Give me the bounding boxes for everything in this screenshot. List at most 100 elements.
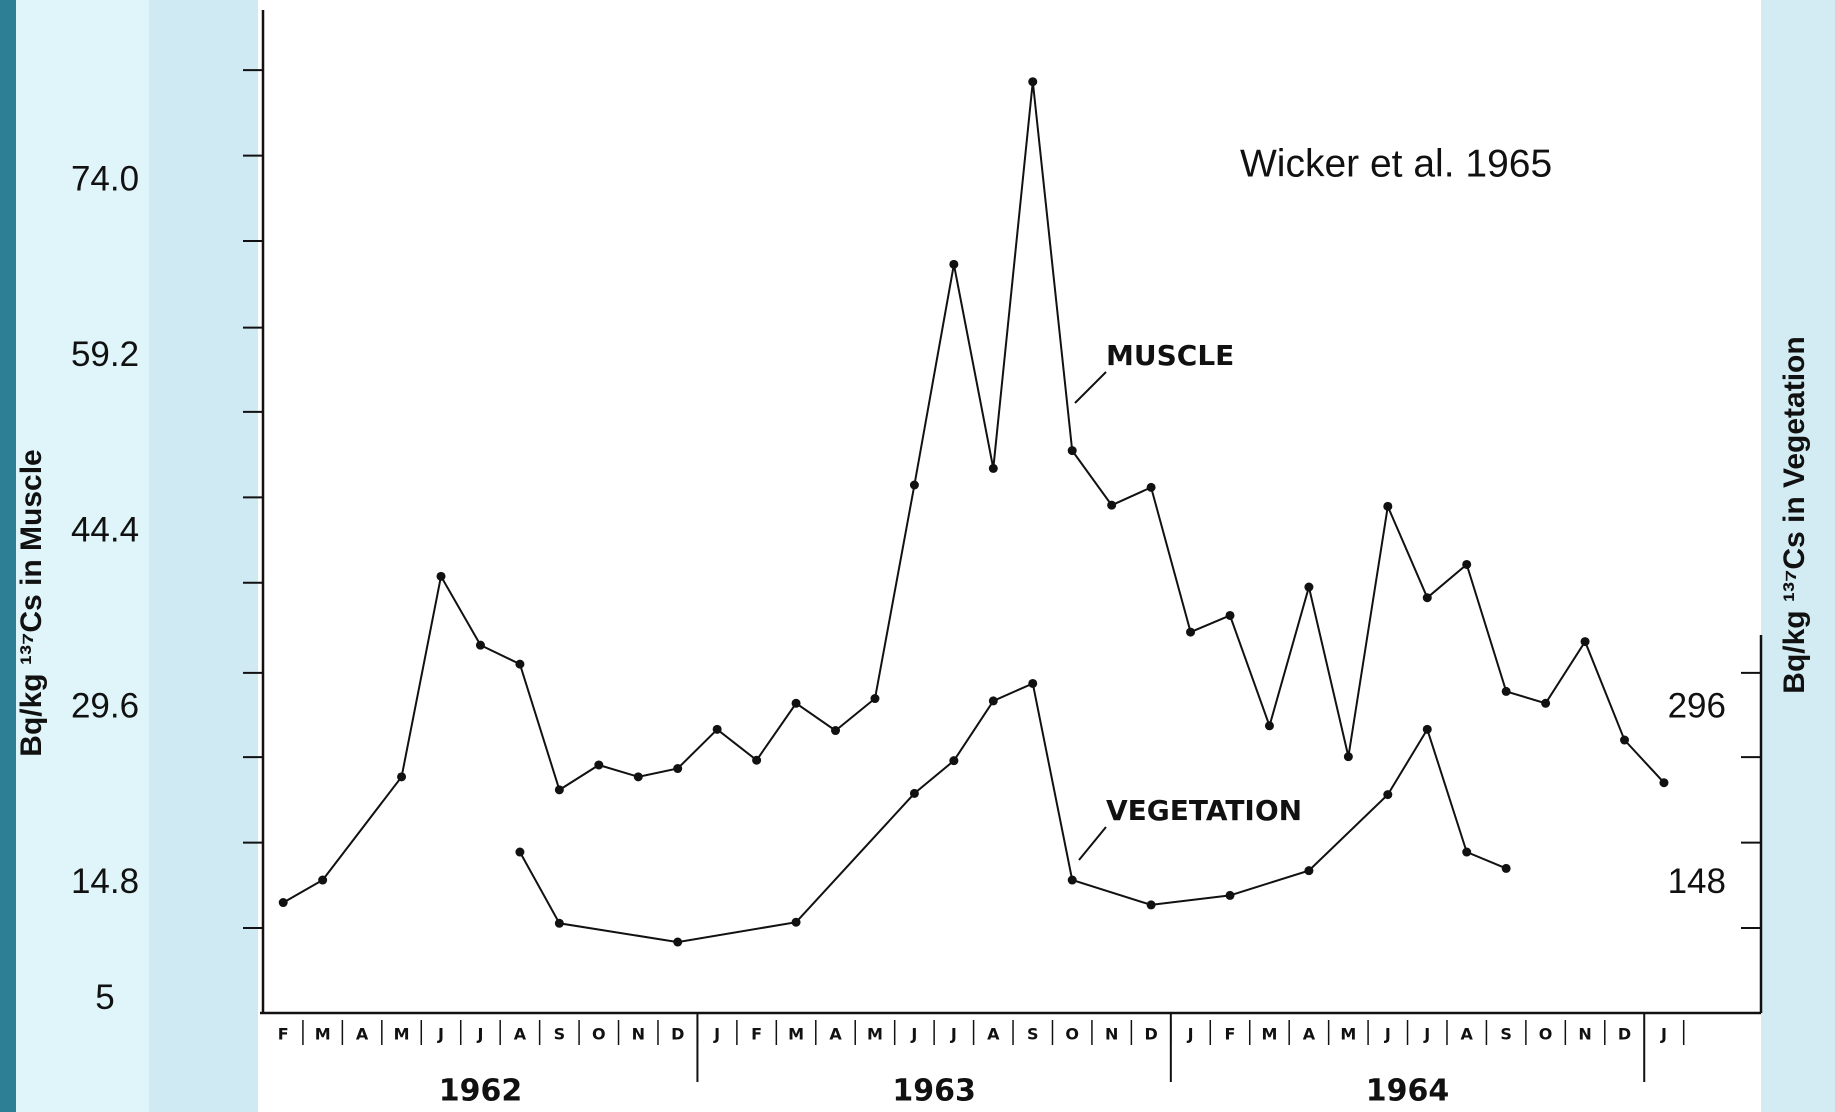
- data-point: [397, 772, 407, 782]
- x-tick-label: F: [278, 1025, 289, 1044]
- data-point: [1304, 582, 1314, 592]
- data-point: [1343, 752, 1353, 762]
- data-point: [870, 694, 880, 704]
- x-tick-label: D: [1144, 1025, 1157, 1044]
- x-tick-label: D: [1618, 1025, 1631, 1044]
- data-point: [1067, 875, 1077, 885]
- data-point: [949, 756, 959, 766]
- x-tick-label: A: [987, 1025, 1000, 1044]
- year-label: 1964: [1366, 1074, 1450, 1109]
- data-point: [515, 659, 525, 669]
- plot-panel: [258, 0, 1761, 1112]
- data-point: [1501, 863, 1511, 873]
- data-point: [1107, 500, 1117, 510]
- x-tick-label: J: [1423, 1025, 1430, 1044]
- x-tick-label: F: [1225, 1025, 1236, 1044]
- leader-line: [1074, 371, 1107, 404]
- vegetation-label: VEGETATION: [1106, 794, 1302, 827]
- x-tick-label: J: [713, 1025, 720, 1044]
- side-stripe: [0, 0, 16, 1112]
- data-point: [1659, 778, 1669, 788]
- x-tick-label: J: [1384, 1025, 1391, 1044]
- data-point: [752, 755, 762, 765]
- x-tick-label: F: [751, 1025, 762, 1044]
- data-point: [1028, 678, 1038, 688]
- data-point: [1304, 866, 1314, 876]
- x-tick-label: J: [1660, 1025, 1667, 1044]
- data-point: [791, 698, 801, 708]
- data-point: [1541, 698, 1551, 708]
- x-tick-label: A: [514, 1025, 527, 1044]
- data-point: [1383, 501, 1393, 511]
- x-tick-label: J: [910, 1025, 917, 1044]
- data-point: [988, 696, 998, 706]
- x-tick-label: J: [437, 1025, 444, 1044]
- x-tick-label: J: [476, 1025, 483, 1044]
- data-point: [1067, 446, 1077, 456]
- data-point: [1225, 890, 1235, 900]
- x-tick-label: M: [315, 1025, 331, 1044]
- data-point: [554, 785, 564, 795]
- x-tick-label: A: [1303, 1025, 1316, 1044]
- data-point: [1422, 724, 1432, 734]
- x-tick-label: D: [671, 1025, 684, 1044]
- data-point: [1422, 593, 1432, 603]
- x-tick-label: J: [1187, 1025, 1194, 1044]
- x-tick-label: J: [950, 1025, 957, 1044]
- muscle-label: MUSCLE: [1106, 339, 1234, 372]
- data-point: [633, 772, 643, 782]
- data-point: [278, 898, 288, 908]
- x-tick-label: M: [1262, 1025, 1278, 1044]
- x-tick-label: O: [1065, 1025, 1079, 1044]
- data-point: [791, 917, 801, 927]
- leader-line: [1078, 826, 1107, 861]
- data-point: [831, 726, 841, 736]
- data-point: [1580, 637, 1590, 647]
- year-label: 1963: [892, 1074, 976, 1109]
- data-point: [673, 764, 683, 774]
- tick-label: 296: [1668, 686, 1726, 725]
- left-panel: [16, 0, 149, 1112]
- x-tick-label: S: [554, 1025, 566, 1044]
- data-point: [1264, 721, 1274, 731]
- source-note: Wicker et al. 1965: [1240, 142, 1552, 185]
- data-point: [1462, 847, 1472, 857]
- data-point: [318, 875, 328, 885]
- series-line: [519, 682, 1507, 944]
- tick-label: 14.8: [71, 862, 139, 901]
- x-tick-label: M: [867, 1025, 883, 1044]
- year-label: 1962: [439, 1074, 523, 1109]
- data-point: [554, 918, 564, 928]
- x-tick-label: S: [1500, 1025, 1512, 1044]
- data-point: [909, 788, 919, 798]
- data-point: [988, 463, 998, 473]
- x-tick-label: M: [394, 1025, 410, 1044]
- tick-label: 29.6: [71, 686, 139, 725]
- x-tick-label: O: [592, 1025, 606, 1044]
- data-point: [436, 571, 446, 581]
- x-tick-label: M: [788, 1025, 804, 1044]
- x-tick-label: A: [356, 1025, 369, 1044]
- data-point: [1028, 77, 1038, 87]
- x-tick-label: A: [1461, 1025, 1474, 1044]
- data-point: [949, 259, 959, 269]
- data-point: [1186, 627, 1196, 637]
- data-point: [1383, 790, 1393, 800]
- left-band: [149, 0, 258, 1112]
- data-point: [1462, 559, 1472, 569]
- x-tick-label: N: [1105, 1025, 1118, 1044]
- tick-label: 5: [95, 978, 114, 1017]
- data-point: [673, 937, 683, 947]
- data-point: [515, 847, 525, 857]
- data-point: [1225, 610, 1235, 620]
- data-point: [909, 480, 919, 490]
- data-point: [1146, 482, 1156, 492]
- tick-label: 74.0: [71, 160, 139, 199]
- tick-label: 59.2: [71, 335, 139, 374]
- data-point: [594, 760, 604, 770]
- y2-axis-title: Bq/kg ¹³⁷Cs in Vegetation: [1778, 336, 1811, 693]
- data-point: [475, 640, 485, 650]
- x-tick-label: S: [1027, 1025, 1039, 1044]
- data-point: [712, 724, 722, 734]
